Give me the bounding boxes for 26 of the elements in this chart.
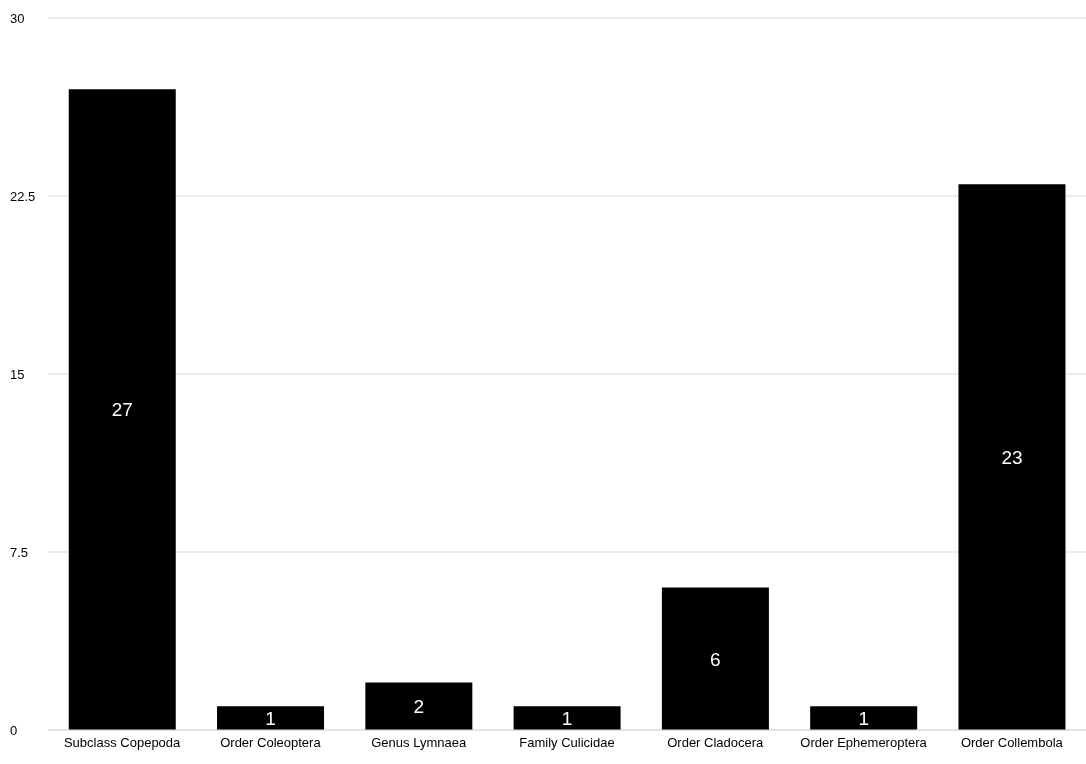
- x-tick-label: Order Cladocera: [667, 735, 765, 751]
- x-tick-label: Subclass Copepoda: [63, 735, 182, 751]
- bar: [513, 706, 621, 730]
- data-label: 1: [265, 707, 276, 729]
- bar: [68, 89, 176, 730]
- x-tick-label: Genus Lymnaea: [371, 735, 467, 751]
- x-tick-label: Family Culicidae: [519, 735, 615, 751]
- x-tick-label: Order Coleoptera: [220, 735, 322, 751]
- data-label: 6: [710, 648, 721, 670]
- x-tick-label: Order Collembola: [960, 735, 1064, 751]
- bar: [217, 706, 325, 730]
- bar: [810, 706, 918, 730]
- y-tick-label: 7.5: [10, 544, 29, 560]
- data-label: 2: [413, 696, 425, 718]
- y-tick-label: 15: [10, 366, 25, 382]
- data-label: 1: [561, 707, 573, 729]
- y-tick-label: 0: [10, 722, 18, 738]
- x-tick-label: Order Ephemeroptera: [800, 735, 928, 751]
- data-label: 1: [858, 707, 869, 729]
- bar: [365, 682, 473, 730]
- y-tick-label: 22.5: [10, 188, 36, 204]
- bar: [661, 587, 769, 730]
- data-label: 27: [111, 399, 133, 421]
- y-tick-label: 30: [10, 10, 25, 26]
- data-label: 23: [1001, 446, 1023, 468]
- bar: [958, 184, 1066, 730]
